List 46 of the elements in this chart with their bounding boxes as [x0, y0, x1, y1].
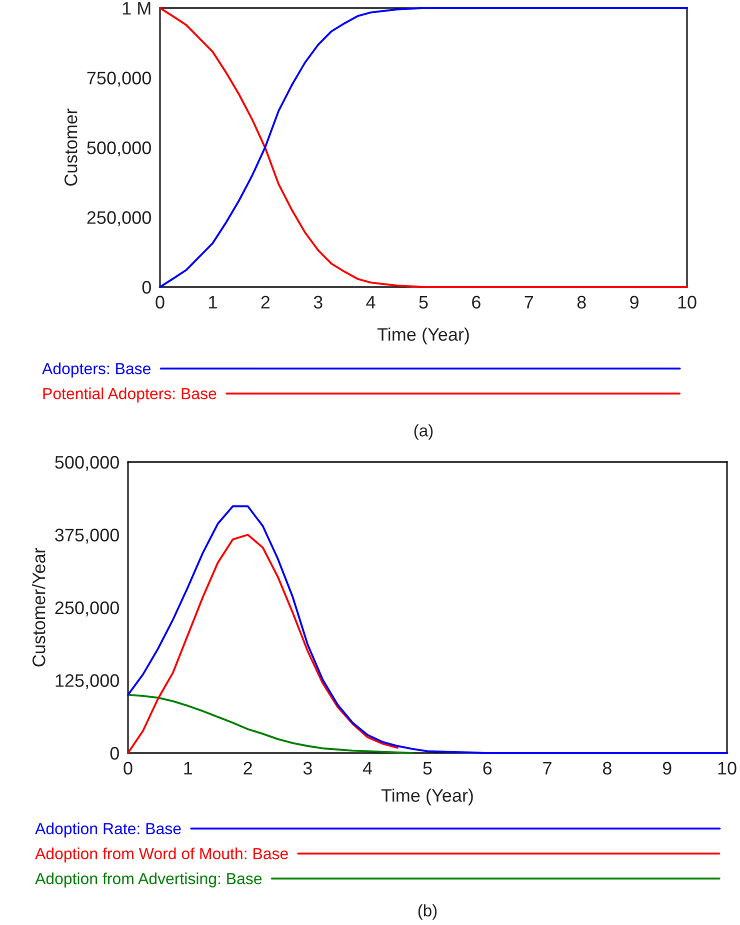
y-axis-title: Customer	[64, 108, 78, 186]
x-tick-label: 9	[630, 296, 638, 309]
x-tick-label: 8	[577, 296, 586, 309]
x-tick-label: 9	[662, 762, 672, 775]
x-tick-label: 1	[184, 762, 192, 774]
y-tick-label: 375,000	[55, 528, 119, 544]
y-tick-label: 0	[110, 746, 119, 760]
y-tick-label: 1 M	[122, 2, 150, 15]
text: Adoption Rate: Base	[35, 822, 181, 838]
text: Adopters: Base	[42, 362, 150, 378]
x-tick-label: 2	[261, 296, 270, 308]
x-tick-label: 8	[602, 762, 612, 775]
x-tick-label: 7	[543, 762, 552, 774]
x-tick-label: 10	[718, 762, 736, 775]
text: Potential Adopters: Base	[43, 388, 216, 402]
x-tick-label: 6	[472, 296, 480, 309]
line-series	[127, 534, 399, 754]
x-tick-label: 3	[303, 762, 312, 775]
x-tick-label: 1	[209, 296, 217, 308]
text: (a)	[414, 424, 433, 440]
x-tick-label: 6	[483, 762, 492, 775]
x-tick-label: 0	[156, 296, 164, 309]
y-tick-label: 750,000	[87, 72, 151, 87]
x-tick-label: 5	[423, 762, 432, 775]
x-tick-label: 2	[244, 762, 252, 774]
x-tick-label: 7	[524, 296, 534, 308]
text: Adoption from Advertising: Base	[35, 872, 262, 888]
text: Adoption from Word of Mouth: Base	[35, 848, 288, 862]
x-tick-label: 4	[366, 296, 376, 308]
x-axis-title: Time (Year)	[381, 788, 473, 806]
x-tick-label: 3	[314, 296, 322, 309]
x-tick-label: 10	[678, 296, 696, 309]
y-tick-label: 500,000	[55, 456, 119, 471]
x-tick-label: 0	[124, 762, 132, 775]
x-tick-label: 5	[419, 296, 428, 309]
y-tick-label: 0	[142, 280, 151, 294]
y-tick-label: 125,000	[56, 674, 119, 690]
x-axis-title: Time (Year)	[377, 328, 469, 344]
y-tick-label: 500,000	[87, 141, 151, 156]
y-axis-title: Customer/Year	[32, 548, 46, 666]
line-series	[159, 7, 688, 288]
y-tick-label: 250,000	[55, 601, 119, 616]
x-tick-label: 4	[362, 762, 372, 774]
text: (b)	[418, 904, 437, 920]
line-series	[127, 694, 414, 754]
y-tick-label: 250,000	[87, 211, 151, 226]
